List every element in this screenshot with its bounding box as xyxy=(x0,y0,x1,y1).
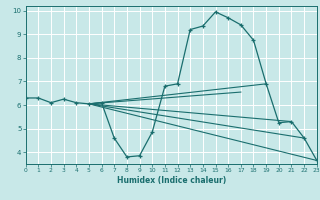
X-axis label: Humidex (Indice chaleur): Humidex (Indice chaleur) xyxy=(116,176,226,185)
